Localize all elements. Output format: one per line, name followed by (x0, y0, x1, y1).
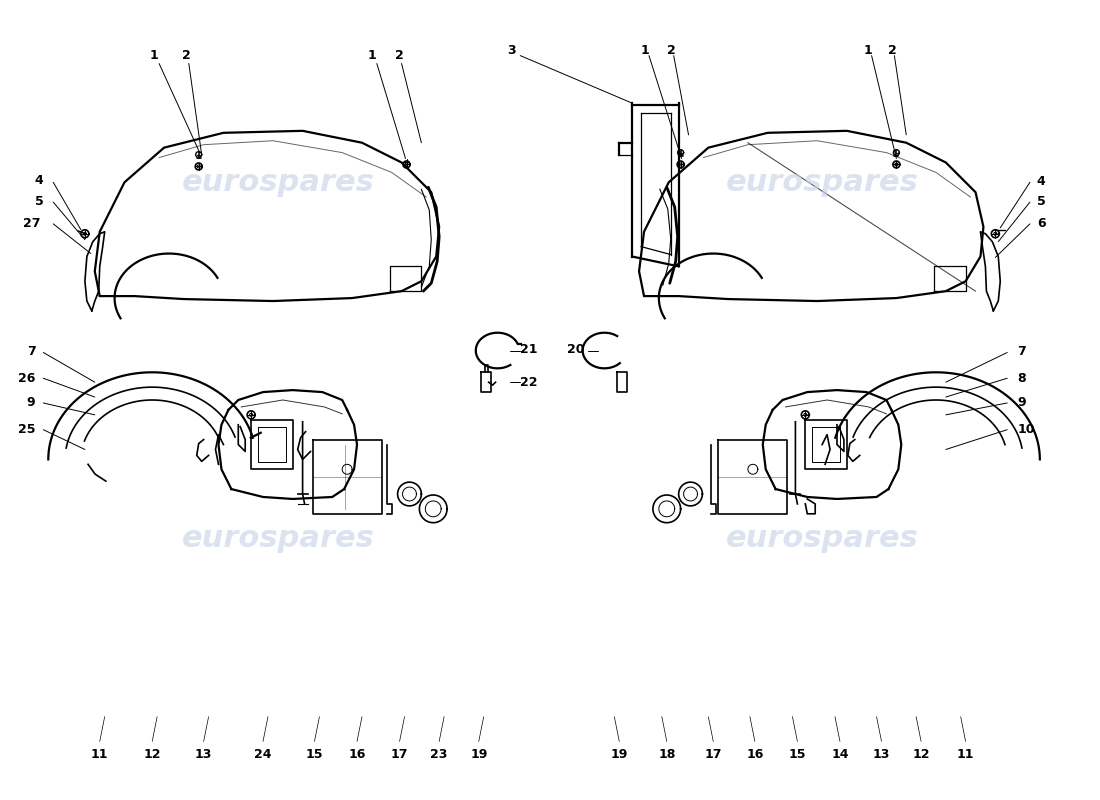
Text: 1: 1 (150, 49, 158, 62)
Text: 4: 4 (1037, 175, 1046, 188)
Text: 11: 11 (91, 748, 109, 761)
Text: 16: 16 (349, 748, 365, 761)
Text: 13: 13 (195, 748, 212, 761)
Text: 2: 2 (183, 49, 191, 62)
Text: 7: 7 (1018, 345, 1026, 358)
Text: 1: 1 (640, 44, 649, 57)
Text: 4: 4 (34, 174, 43, 187)
Text: 18: 18 (658, 748, 675, 761)
Text: 26: 26 (18, 372, 35, 385)
Text: 15: 15 (306, 748, 323, 761)
Text: 19: 19 (610, 748, 628, 761)
Text: 24: 24 (254, 748, 272, 761)
Text: 12: 12 (143, 748, 161, 761)
Text: 9: 9 (1018, 397, 1025, 410)
Text: 5: 5 (34, 194, 43, 207)
Text: 15: 15 (789, 748, 806, 761)
Text: eurospares: eurospares (182, 168, 374, 197)
Text: 1: 1 (864, 44, 872, 57)
Text: 17: 17 (704, 748, 722, 761)
Text: 2: 2 (888, 44, 896, 57)
Text: 27: 27 (23, 218, 41, 230)
Text: 8: 8 (1018, 372, 1025, 385)
Text: 1: 1 (367, 49, 376, 62)
Text: 21: 21 (520, 343, 538, 356)
Text: 10: 10 (1018, 423, 1035, 436)
Text: 5: 5 (1037, 194, 1046, 207)
Text: 6: 6 (1037, 218, 1045, 230)
Text: eurospares: eurospares (182, 524, 374, 553)
Text: 22: 22 (520, 376, 538, 389)
Text: 3: 3 (507, 44, 516, 57)
Text: 11: 11 (957, 748, 975, 761)
Text: 19: 19 (470, 748, 487, 761)
Text: 25: 25 (18, 423, 35, 436)
Text: 7: 7 (26, 345, 35, 358)
Text: 16: 16 (746, 748, 763, 761)
Text: 9: 9 (26, 397, 35, 410)
Text: 20: 20 (568, 343, 584, 356)
Text: 13: 13 (872, 748, 890, 761)
Text: 23: 23 (430, 748, 448, 761)
Text: 14: 14 (832, 748, 849, 761)
Text: 17: 17 (390, 748, 408, 761)
Text: eurospares: eurospares (726, 524, 918, 553)
Text: 12: 12 (912, 748, 930, 761)
Text: 2: 2 (395, 49, 404, 62)
Text: eurospares: eurospares (726, 168, 918, 197)
Text: 2: 2 (668, 44, 676, 57)
